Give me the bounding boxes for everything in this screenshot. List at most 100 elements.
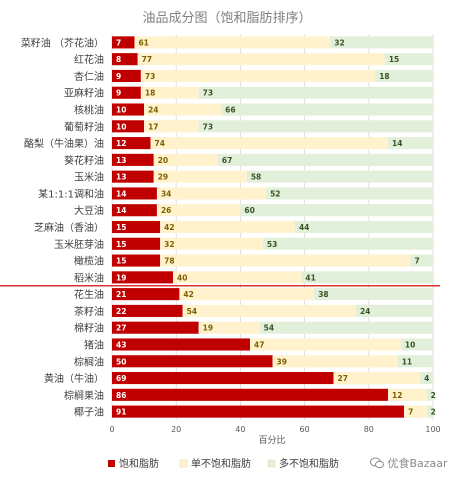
category-label: 菜籽油 （芥花油） bbox=[21, 36, 104, 49]
bar-segment bbox=[333, 372, 421, 385]
bar-segment bbox=[144, 120, 199, 133]
bar-segment bbox=[198, 86, 433, 99]
bar-segment bbox=[217, 153, 433, 166]
bar-value-label: 53 bbox=[267, 240, 277, 249]
bar-segment bbox=[150, 137, 389, 150]
bar-value-label: 18 bbox=[379, 72, 389, 81]
bar-value-label: 7 bbox=[408, 408, 413, 417]
bar-value-label: 9 bbox=[116, 72, 121, 81]
bar-segments bbox=[112, 36, 433, 418]
bar-segment bbox=[112, 338, 251, 351]
bar-segment bbox=[112, 220, 161, 234]
bar-segment bbox=[134, 36, 331, 49]
bar-segment bbox=[112, 288, 180, 301]
bar-value-label: 14 bbox=[116, 206, 126, 215]
category-label: 芝麻油（香油） bbox=[34, 221, 104, 234]
bar-value-label: 34 bbox=[161, 189, 171, 198]
bar-segment bbox=[112, 254, 161, 267]
bar-segment bbox=[420, 372, 433, 385]
category-label: 橄榄油 bbox=[74, 255, 104, 268]
bar-value-label: 10 bbox=[116, 106, 126, 115]
bar-value-label: 78 bbox=[164, 257, 174, 266]
bar-segment bbox=[153, 153, 218, 166]
bar-segment bbox=[153, 170, 247, 183]
bar-segment bbox=[112, 271, 173, 284]
bar-value-label: 15 bbox=[116, 257, 126, 266]
bar-value-label: 42 bbox=[164, 223, 174, 232]
x-tick-label: 20 bbox=[171, 425, 181, 434]
bar-segment bbox=[112, 304, 183, 317]
bar-value-label: 73 bbox=[145, 72, 155, 81]
bar-segment bbox=[112, 36, 135, 49]
category-label: 稻米油 bbox=[74, 271, 104, 284]
bar-value-label: 66 bbox=[225, 106, 235, 115]
bar-value-label: 9 bbox=[116, 89, 121, 98]
x-tick-label: 100 bbox=[425, 425, 440, 434]
bar-segment bbox=[156, 204, 241, 217]
legend-swatch bbox=[108, 460, 115, 467]
bar-value-label: 13 bbox=[116, 173, 126, 182]
bar-segment bbox=[112, 405, 405, 418]
bar-segment bbox=[198, 321, 260, 334]
bar-value-label: 10 bbox=[116, 122, 126, 131]
bar-segment bbox=[112, 53, 138, 66]
bar-value-label: 43 bbox=[116, 340, 126, 349]
chart-title: 油品成分图（饱和脂肪排序） bbox=[142, 10, 311, 26]
category-label: 杏仁油 bbox=[74, 70, 104, 83]
bar-segment bbox=[137, 53, 385, 66]
watermark-text: 优食Bazaar bbox=[387, 457, 448, 470]
bar-value-label: 27 bbox=[337, 374, 347, 383]
legend-swatch bbox=[267, 459, 276, 468]
category-label: 酪梨（牛油果）油 bbox=[24, 137, 104, 150]
bar-value-label: 61 bbox=[138, 38, 148, 47]
bar-segment bbox=[140, 69, 376, 82]
bar-value-label: 39 bbox=[277, 357, 287, 366]
bar-segment bbox=[112, 170, 154, 183]
bar-value-label: 42 bbox=[183, 290, 193, 299]
category-label: 茶籽油 bbox=[74, 305, 104, 318]
bar-value-label: 74 bbox=[155, 139, 165, 148]
bar-segment bbox=[426, 388, 433, 401]
category-label: 葡萄籽油 bbox=[64, 120, 104, 133]
legend-label: 单不饱和脂肪 bbox=[191, 457, 251, 470]
bar-value-label: 12 bbox=[392, 391, 402, 400]
bar-segment bbox=[400, 338, 433, 351]
category-label: 玉米油 bbox=[74, 171, 104, 184]
bar-value-label: 77 bbox=[142, 55, 152, 64]
bar-value-label: 14 bbox=[392, 139, 402, 148]
bar-value-label: 24 bbox=[148, 106, 158, 115]
bar-segment bbox=[112, 86, 141, 99]
category-label: 黄油（牛油） bbox=[44, 372, 104, 385]
bar-value-label: 7 bbox=[116, 38, 121, 47]
bar-segment bbox=[314, 288, 433, 301]
bar-value-label: 24 bbox=[360, 307, 370, 316]
x-tick-label: 0 bbox=[109, 425, 114, 434]
bar-segment bbox=[144, 103, 222, 116]
category-label: 棕榈油 bbox=[74, 355, 104, 368]
bar-value-label: 54 bbox=[264, 324, 274, 333]
bar-value-label: 40 bbox=[177, 273, 187, 282]
bar-value-label: 15 bbox=[116, 240, 126, 249]
bar-value-label: 22 bbox=[116, 307, 126, 316]
bar-segment bbox=[112, 120, 145, 133]
bar-segment bbox=[375, 69, 433, 82]
bar-value-label: 73 bbox=[203, 122, 213, 131]
category-label: 棕榈果油 bbox=[64, 389, 104, 402]
bar-value-label: 4 bbox=[424, 374, 429, 383]
bar-value-label: 8 bbox=[116, 55, 121, 64]
bar-value-label: 19 bbox=[116, 273, 126, 282]
bar-segment bbox=[160, 254, 411, 267]
bar-segment bbox=[156, 187, 267, 200]
legend-swatch bbox=[179, 459, 188, 468]
bar-value-label: 15 bbox=[116, 223, 126, 232]
bar-value-label: 11 bbox=[402, 357, 412, 366]
category-label: 猪油 bbox=[84, 338, 104, 351]
bar-segment bbox=[112, 137, 151, 150]
bar-segment bbox=[112, 237, 161, 250]
wechat-icon bbox=[370, 457, 388, 470]
bar-value-label: 32 bbox=[164, 240, 174, 249]
legend-label: 多不饱和脂肪 bbox=[279, 457, 339, 470]
bar-value-label: 67 bbox=[222, 156, 232, 165]
bar-value-label: 47 bbox=[254, 340, 264, 349]
